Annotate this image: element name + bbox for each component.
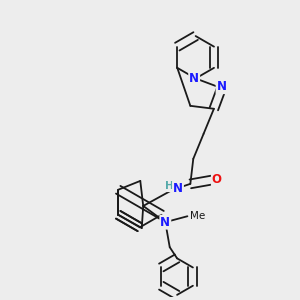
Text: N: N — [189, 72, 199, 85]
Text: N: N — [173, 182, 183, 195]
Text: Me: Me — [190, 211, 205, 221]
Text: N: N — [217, 80, 226, 93]
Text: O: O — [212, 173, 222, 186]
Text: N: N — [160, 216, 170, 229]
Text: H: H — [165, 181, 173, 191]
